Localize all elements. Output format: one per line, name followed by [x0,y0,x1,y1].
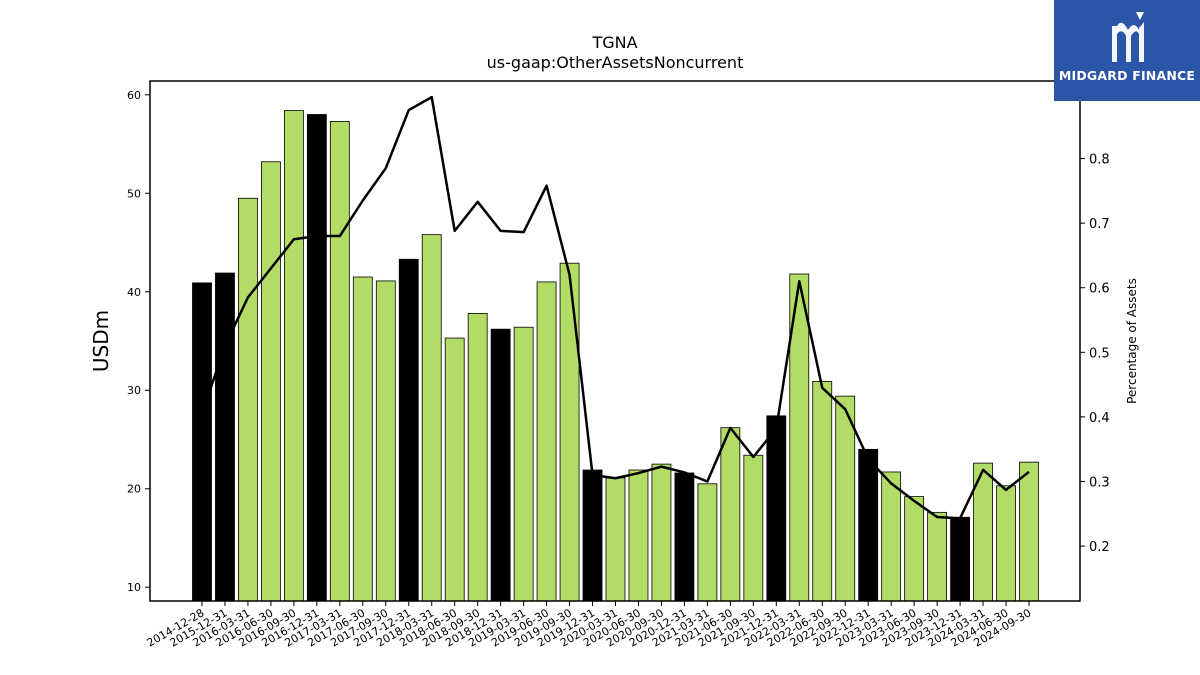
chart-title: TGNA [591,33,637,52]
bar [582,469,603,602]
bar-series [192,110,1039,602]
bar [697,483,718,602]
y-axis-label: USDm [89,310,113,372]
logo-text: MIDGARD FINANCE [1058,68,1196,83]
y2-axis-label: Percentage of Assets [1125,278,1139,404]
chart-subtitle: us-gaap:OtherAssetsNoncurrent [487,53,744,72]
bar [1019,461,1039,602]
y-tick-label: 10 [127,581,141,594]
bar [352,276,373,602]
y2-tick-label: 0.5 [1089,346,1110,361]
bar [881,471,902,602]
y2-tick-label: 0.7 [1089,217,1110,232]
bar [375,280,396,602]
axes: 1020304050600.20.30.40.50.60.70.80.92014… [127,80,1110,650]
bar [467,313,488,602]
bar [536,281,557,602]
bar [329,120,350,602]
bar [238,197,258,602]
bar [398,258,419,602]
bar [444,337,465,602]
bar [904,496,925,602]
bar [996,485,1016,602]
bar [651,463,672,602]
y2-tick-label: 0.4 [1089,411,1110,426]
bar [261,161,281,602]
bar [743,454,764,602]
bar [306,114,327,602]
y-tick-label: 50 [127,187,141,200]
bar [559,262,580,602]
bar [605,477,626,602]
bar [421,234,442,602]
bar [812,380,833,602]
pct-assets-line [200,95,1030,520]
y2-tick-label: 0.8 [1089,153,1110,168]
y2-tick-label: 0.6 [1089,282,1110,297]
bar [766,415,787,602]
bar [835,395,856,602]
y-tick-label: 40 [127,286,141,299]
bar [215,272,235,602]
bar [950,516,970,602]
bar [674,472,695,602]
bar [192,282,212,602]
bar [513,326,534,602]
midgard-logo-icon [1112,12,1144,62]
y-tick-label: 60 [127,89,141,102]
bar [858,448,879,602]
midgard-finance-logo: MIDGARD FINANCE [1054,0,1200,101]
y2-tick-label: 0.2 [1089,540,1110,555]
y-tick-label: 30 [127,384,141,397]
bar [628,469,649,602]
pct-assets-series [200,95,1030,520]
y-tick-label: 20 [127,483,141,496]
bar [720,427,741,602]
bar [490,328,511,602]
bar [927,511,948,602]
bar [283,110,304,602]
y2-tick-label: 0.3 [1089,475,1110,490]
